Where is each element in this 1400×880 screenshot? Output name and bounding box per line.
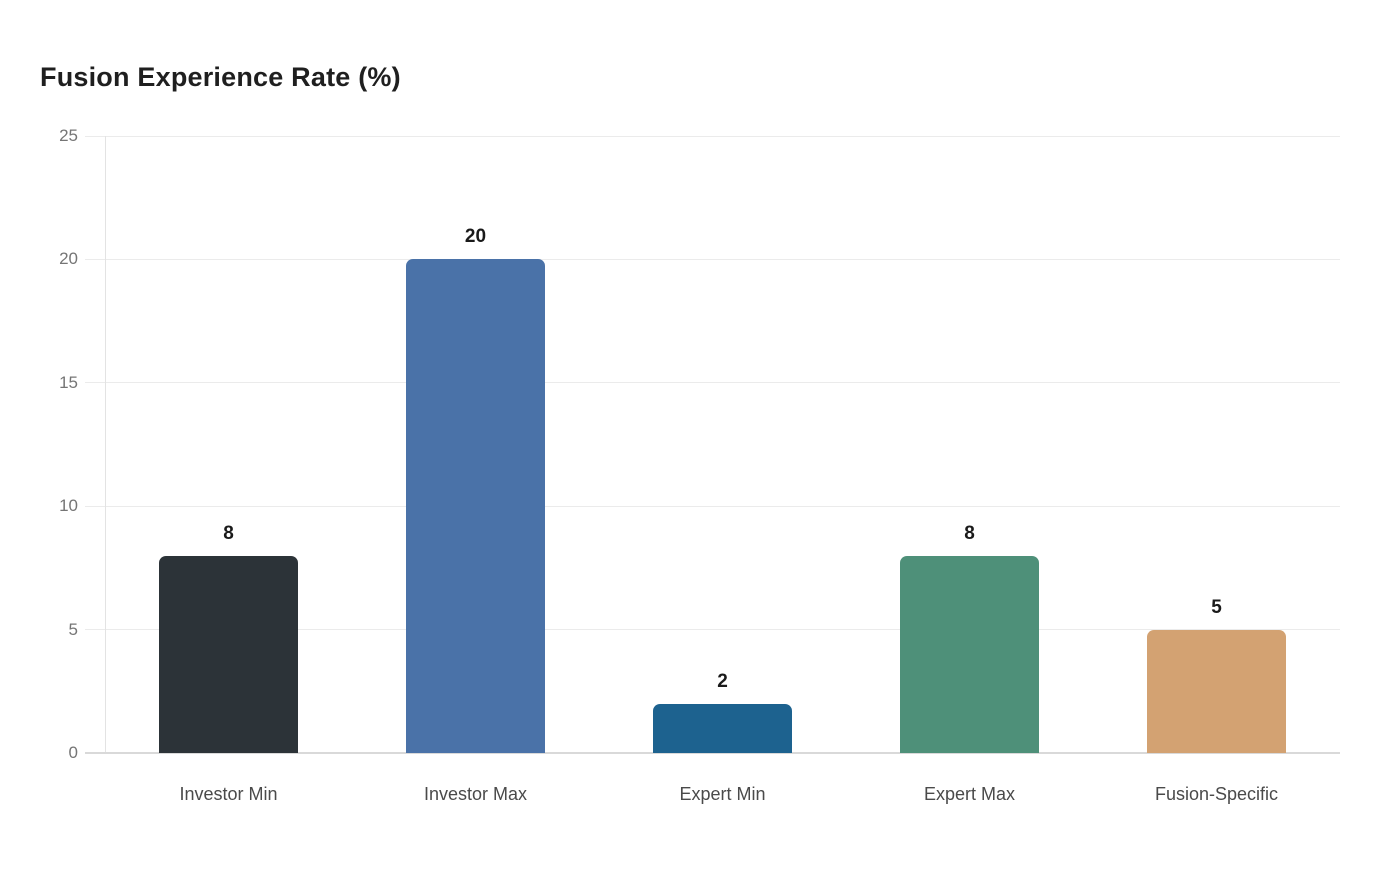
gridline [85, 629, 1340, 631]
y-axis-tick-label: 0 [68, 743, 78, 762]
x-axis-category-label: Investor Max [423, 784, 528, 804]
x-axis-category-label: Expert Max [923, 784, 1016, 804]
bar-value-label: 8 [964, 522, 975, 544]
gridline [85, 258, 1340, 260]
x-axis-category-label: Fusion-Specific [1154, 784, 1279, 804]
gridline [85, 382, 1340, 384]
y-axis-line [105, 136, 106, 753]
gridline [85, 135, 1340, 137]
y-axis-tick-label: 25 [59, 126, 78, 145]
bar-value-label: 5 [1211, 596, 1222, 618]
gridline [85, 505, 1340, 507]
x-axis-category-label: Investor Min [179, 784, 278, 804]
chart-title: Fusion Experience Rate (%) [40, 62, 401, 92]
bar-value-label: 8 [223, 522, 234, 544]
y-axis-tick-label: 15 [59, 372, 78, 392]
y-axis-tick-label: 10 [59, 496, 78, 516]
x-axis-line [85, 752, 1340, 754]
bar-expert-min [653, 703, 792, 753]
bar-fusion-specific [1147, 629, 1286, 753]
bar-expert-max [900, 555, 1039, 753]
bar-value-label: 20 [464, 226, 487, 248]
bar-investor-min [159, 555, 298, 753]
y-axis-tick-label: 5 [68, 619, 78, 639]
bar-value-label: 2 [717, 670, 728, 692]
x-axis-category-label: Expert Min [679, 784, 766, 804]
y-axis-tick-label: 20 [59, 249, 78, 269]
bar-investor-max [406, 259, 545, 753]
